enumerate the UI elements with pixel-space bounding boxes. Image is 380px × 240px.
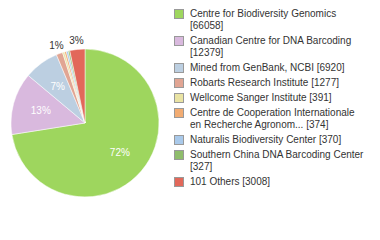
html-text:Naturalis Biodiversity Center: Naturalis Biodiversity Center [370] xyxy=(190,134,342,145)
svg-text:1%: 1% xyxy=(49,40,64,51)
html-text:Robarts Research Institute [12: Robarts Research Institute [1277] xyxy=(190,77,339,88)
svg-text:13%: 13% xyxy=(31,105,51,116)
html-text:Mined from GenBank, NCBI [6920: Mined from GenBank, NCBI [6920] xyxy=(190,62,345,73)
html-text:Centre for Biodiversity Genomi: Centre for Biodiversity Genomics [66058] xyxy=(190,8,337,31)
html-text:Wellcome Sanger Institute [391: Wellcome Sanger Institute [391] xyxy=(190,92,332,103)
svg-text:3%: 3% xyxy=(69,35,84,46)
html-text:Southern China DNA Barcoding C: Southern China DNA Barcoding Center [327… xyxy=(190,149,364,172)
svg-text:72%: 72% xyxy=(110,147,130,158)
svg-text:7%: 7% xyxy=(51,81,66,92)
html-text:Canadian Centre for DNA Barcod: Canadian Centre for DNA Barcoding [12379… xyxy=(190,35,352,58)
html-text:101 Others [3008]: 101 Others [3008] xyxy=(190,176,271,187)
html-text:Centre de Cooperation Internat: Centre de Cooperation Internationale en … xyxy=(190,107,355,130)
